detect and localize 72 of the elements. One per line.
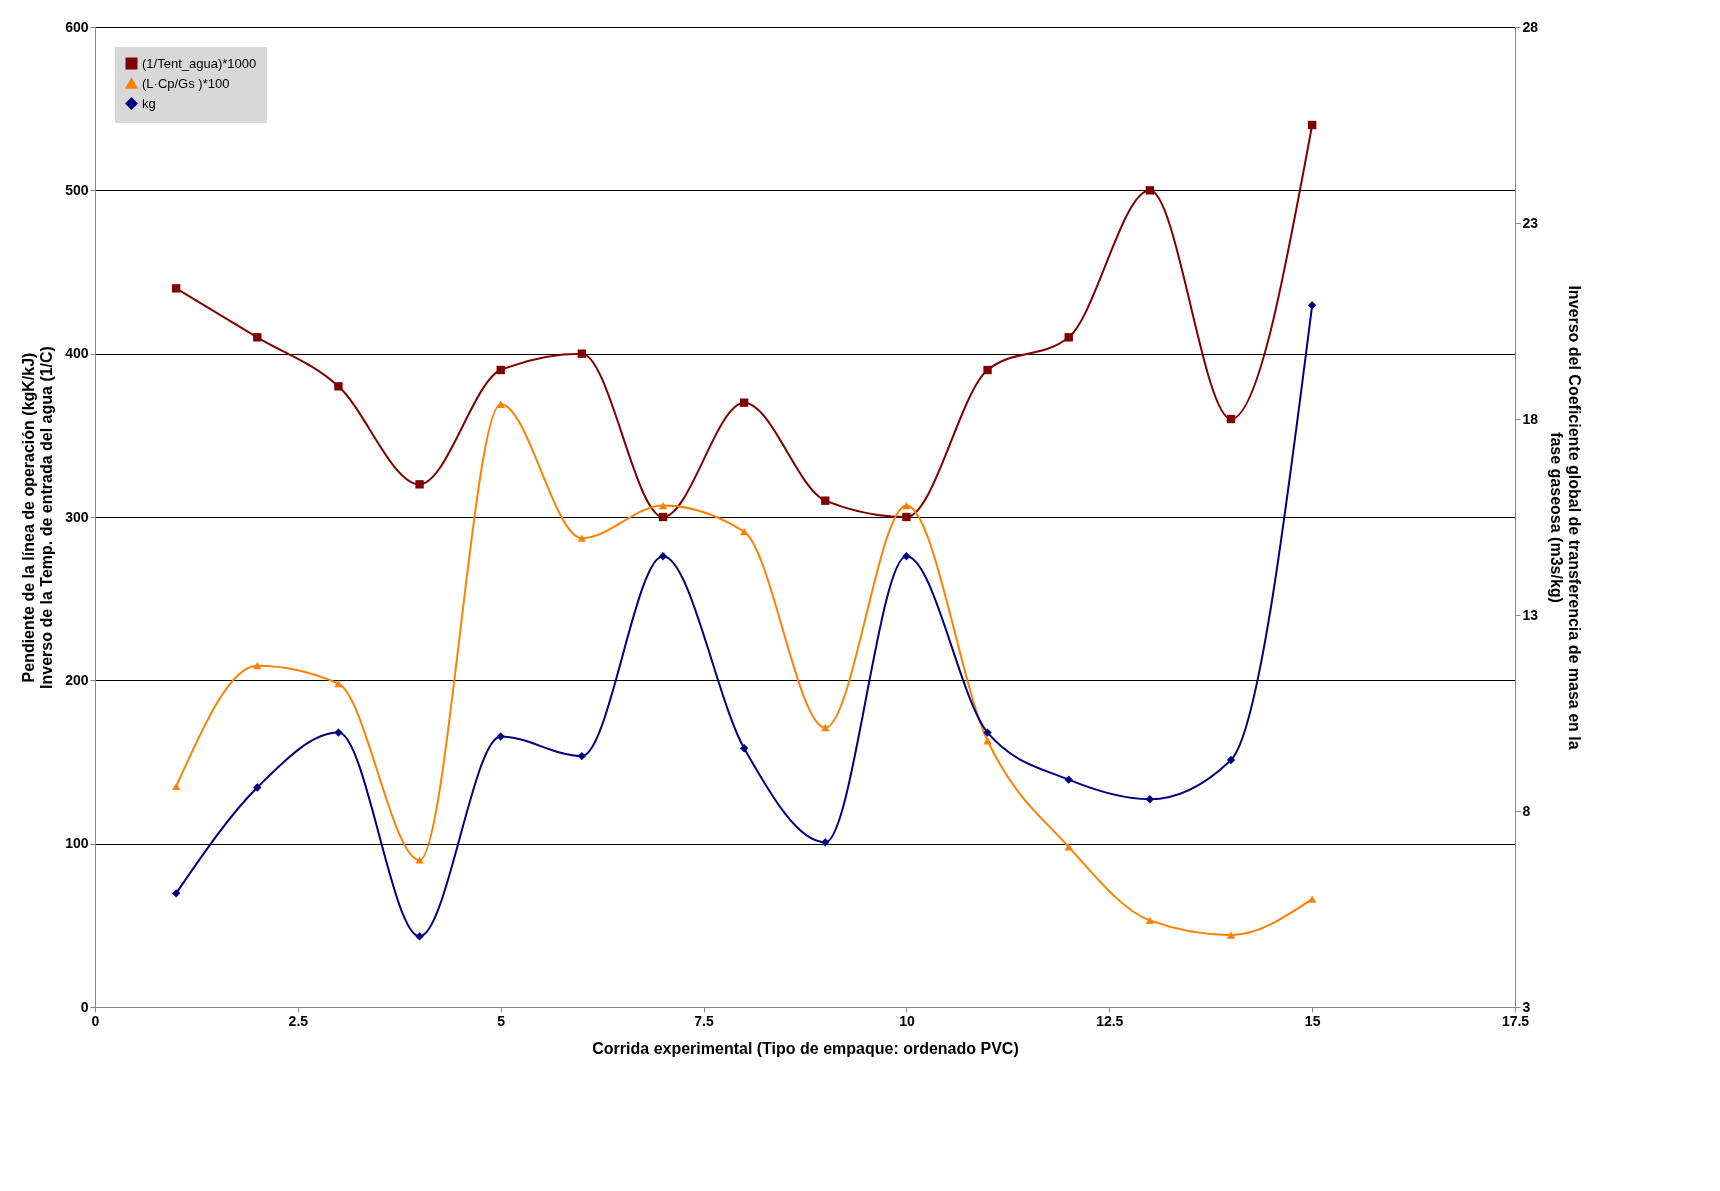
point bbox=[821, 724, 830, 732]
legend-label: kg bbox=[142, 95, 156, 111]
x-tick-label: 2.5 bbox=[288, 1012, 309, 1029]
legend-label: (L·Cp/Gs )*100 bbox=[142, 75, 230, 91]
point bbox=[577, 751, 587, 761]
point bbox=[415, 856, 424, 864]
point bbox=[577, 534, 587, 542]
point bbox=[496, 365, 505, 375]
point bbox=[658, 501, 668, 510]
y-tick-label: 300 bbox=[65, 508, 89, 525]
legend-label: (1/Tent_agua)*1000 bbox=[142, 55, 257, 71]
point bbox=[658, 552, 668, 561]
y-axis-title: Pendiente de la línea de operación (kgK/kJ) Inverso de la Temp. de entrada del agua (1/C) bbox=[20, 346, 56, 689]
point bbox=[415, 932, 424, 941]
point bbox=[171, 889, 181, 898]
point bbox=[1064, 843, 1073, 851]
y2-tick-label: 23 bbox=[1522, 214, 1539, 231]
point bbox=[1307, 120, 1317, 130]
point bbox=[739, 528, 749, 536]
point bbox=[253, 783, 262, 792]
y2-tick-label: 18 bbox=[1522, 410, 1539, 427]
point bbox=[983, 737, 992, 745]
point bbox=[577, 349, 587, 358]
point bbox=[1064, 333, 1073, 342]
x-tick-label: 7.5 bbox=[694, 1012, 715, 1029]
y-tick-label: 100 bbox=[65, 835, 89, 852]
point bbox=[1307, 895, 1317, 903]
point bbox=[739, 398, 749, 407]
point bbox=[983, 365, 992, 375]
y-tick-label: 200 bbox=[65, 671, 89, 688]
point bbox=[1226, 414, 1236, 424]
point bbox=[1226, 755, 1236, 765]
point bbox=[334, 728, 343, 737]
y-tick-label: 500 bbox=[65, 181, 89, 198]
y-tick-label: 0 bbox=[80, 998, 89, 1015]
point bbox=[496, 732, 505, 741]
point bbox=[983, 728, 992, 737]
point bbox=[171, 284, 181, 293]
y2-tick-label: 13 bbox=[1522, 606, 1539, 623]
point bbox=[739, 744, 749, 753]
point bbox=[1226, 931, 1236, 939]
y2-tick-label: 3 bbox=[1522, 998, 1531, 1015]
point bbox=[1145, 186, 1155, 195]
y2-tick-label: 8 bbox=[1522, 802, 1531, 819]
y2-axis-title: Inverso del Coeficiente global de transferencia de masa en la fase gaseosa (m3s/kg) bbox=[1548, 285, 1584, 750]
point bbox=[334, 679, 343, 688]
point bbox=[658, 512, 668, 522]
x-tick-label: 17.5 bbox=[1501, 1012, 1530, 1029]
point bbox=[334, 382, 343, 391]
point bbox=[171, 782, 181, 791]
x-tick-label: 15 bbox=[1304, 1012, 1321, 1029]
point bbox=[902, 512, 911, 522]
x-tick-label: 10 bbox=[899, 1012, 915, 1029]
point bbox=[902, 501, 911, 510]
point bbox=[253, 333, 262, 342]
point bbox=[1145, 795, 1155, 804]
point bbox=[253, 662, 262, 670]
point bbox=[821, 496, 830, 505]
x-axis-title: Corrida experimental (Tipo de empaque: ordenado PVC) bbox=[592, 1039, 1019, 1057]
y2-tick-label: 28 bbox=[1522, 18, 1539, 35]
x-tick-label: 12.5 bbox=[1096, 1012, 1124, 1029]
point bbox=[1064, 775, 1073, 784]
point bbox=[415, 480, 424, 489]
y-tick-label: 400 bbox=[65, 345, 89, 362]
point bbox=[902, 552, 911, 561]
point bbox=[1145, 916, 1155, 925]
x-tick-label: 0 bbox=[91, 1012, 100, 1029]
point bbox=[1307, 301, 1317, 310]
point bbox=[496, 400, 505, 408]
point bbox=[821, 838, 830, 847]
x-tick-label: 5 bbox=[497, 1012, 506, 1029]
y-tick-label: 600 bbox=[65, 18, 89, 35]
